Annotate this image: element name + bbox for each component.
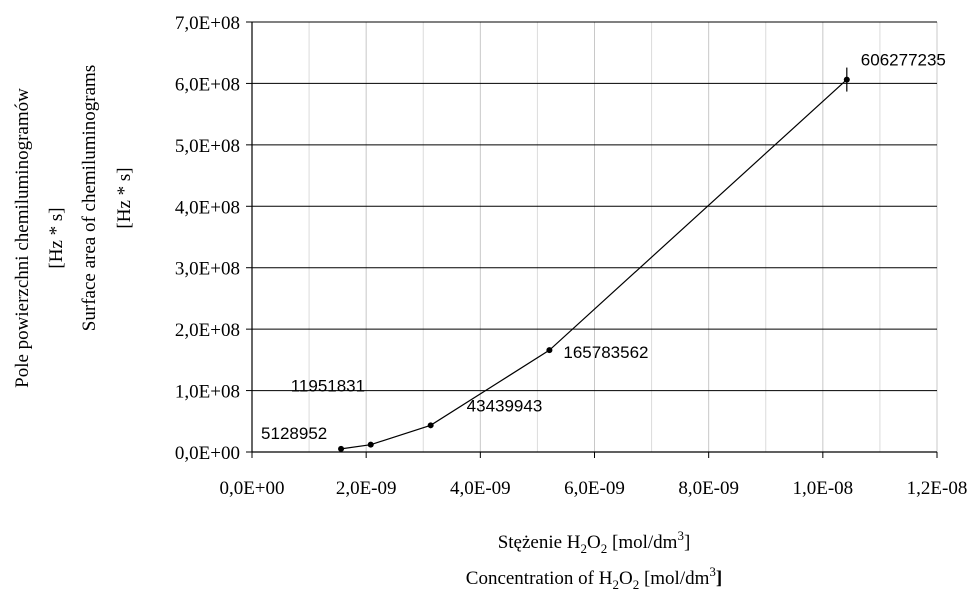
data-label: 11951831 [291,377,365,396]
x-tick-label: 8,0E-09 [678,478,739,499]
data-point [367,441,374,448]
x-tick-label: 2,0E-09 [336,478,397,499]
y-tick-label: 7,0E+08 [175,13,240,34]
data-point [546,347,553,354]
y-tick-label: 0,0E+00 [175,443,240,464]
x-tick-label: 1,0E-08 [792,478,853,499]
x-tick-label: 4,0E-09 [450,478,511,499]
y-tick-label: 5,0E+08 [175,136,240,157]
plot-area: 5128952 11951831 43439943 165783562 60627723… [261,51,946,452]
axes [246,21,938,458]
x-axis-title-en: Concentration of H2O2 [mol/dm3] [466,564,722,592]
data-point [338,445,345,452]
y-axis-title-pl: Pole powierzchni chemiluminogramów [12,88,33,388]
y-tick-label: 1,0E+08 [175,382,240,403]
x-tick-label: 1,2E-08 [907,478,968,499]
y-tick-label: 6,0E+08 [175,74,240,95]
data-label: 165783562 [563,343,648,362]
y-tick-label: 3,0E+08 [175,259,240,280]
data-label: 5128952 [261,424,327,443]
y-tick-label: 4,0E+08 [175,197,240,218]
y-axis-title-en: Surface area of chemiluminograms [79,65,100,331]
data-label: 606277235 [861,51,946,70]
x-tick-label: 0,0E+00 [219,478,284,499]
y-tick-label: 2,0E+08 [175,320,240,341]
y-axis-title-en-unit: [Hz * s] [114,167,135,228]
data-point [427,422,434,429]
x-tick-labels: 0,0E+00 2,0E-09 4,0E-09 6,0E-09 8,0E-09 1,0E-… [219,478,967,499]
y-tick-labels: 0,0E+00 1,0E+08 2,0E+08 3,0E+08 4,0E+08 5,0E+… [175,13,240,464]
series-line [340,79,848,450]
y-axis-title-pl-unit: [Hz * s] [46,207,67,268]
grid [252,21,938,452]
x-tick-label: 6,0E-09 [564,478,625,499]
data-label: 43439943 [467,396,543,415]
x-axis-title-pl: Stężenie H2O2 [mol/dm3] [498,528,691,556]
